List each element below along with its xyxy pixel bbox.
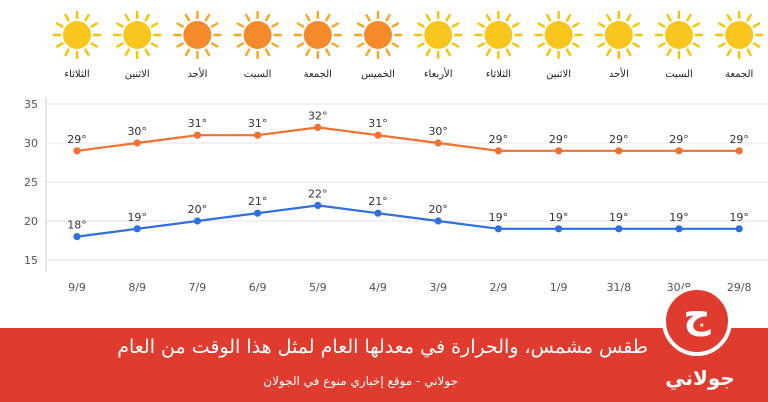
x-tick-label: 5/9: [309, 281, 327, 294]
hot-sun-icon: [293, 10, 342, 60]
sun-icon: [414, 10, 463, 60]
data-label: 29°: [549, 133, 569, 146]
day-label: السبت: [244, 69, 272, 80]
data-point: [133, 139, 141, 147]
data-point: [434, 217, 442, 225]
data-point: [73, 147, 81, 155]
data-label: 30°: [428, 125, 448, 138]
data-label: 29°: [669, 133, 689, 146]
data-point: [555, 225, 563, 233]
data-point: [735, 147, 743, 155]
data-label: 19°: [729, 211, 749, 224]
day-label: الثلاثاء: [486, 69, 511, 80]
data-label: 29°: [729, 133, 749, 146]
site-tagline: جولاني - موقع إخباري منوع في الجولان: [263, 374, 458, 388]
logo-glyph: ج: [683, 292, 711, 336]
x-tick-label: 7/9: [189, 281, 207, 294]
data-point: [615, 225, 623, 233]
x-tick-label: 4/9: [369, 281, 387, 294]
y-tick-label: 30: [24, 137, 38, 150]
y-tick-label: 20: [24, 215, 38, 228]
y-tick-label: 15: [24, 254, 38, 267]
data-label: 19°: [549, 211, 569, 224]
temperature-chart: 35 30 25 20 15 الثلاثاء 9/9 الاثنين 8/9 الأحد 7/9 ا…: [24, 10, 768, 294]
hot-sun-icon: [233, 10, 282, 60]
y-tick-label: 25: [24, 176, 38, 189]
data-label: 21°: [248, 195, 268, 208]
data-label: 19°: [609, 211, 629, 224]
data-point: [254, 209, 262, 217]
headline-banner: [0, 328, 768, 402]
data-point: [374, 131, 382, 139]
data-point: [374, 209, 382, 217]
data-label: 31°: [368, 117, 388, 130]
x-tick-label: 1/9: [550, 281, 568, 294]
data-point: [193, 131, 201, 139]
sun-icon: [112, 10, 162, 60]
data-point: [254, 131, 262, 139]
day-label: الأحد: [609, 67, 629, 80]
data-point: [73, 233, 81, 241]
sun-icon: [474, 10, 523, 60]
sun-icon: [715, 10, 764, 60]
y-tick-label: 35: [24, 98, 38, 111]
data-label: 19°: [669, 211, 689, 224]
data-label: 18°: [67, 219, 87, 232]
data-label: 29°: [489, 133, 509, 146]
data-point: [555, 147, 563, 155]
data-label: 20°: [428, 203, 448, 216]
data-point: [675, 147, 683, 155]
logo-text: جولاني: [665, 366, 735, 390]
day-label: الجمعة: [304, 69, 332, 80]
sun-icon: [52, 10, 102, 60]
data-point: [133, 225, 141, 233]
x-tick-label: 31/8: [606, 281, 631, 294]
x-tick-label: 2/9: [490, 281, 508, 294]
day-label: الجمعة: [725, 69, 753, 80]
high-temperature-line: [76, 126, 740, 152]
x-tick-label: 29/8: [727, 281, 752, 294]
data-label: 29°: [67, 133, 87, 146]
data-point: [615, 147, 623, 155]
data-label: 29°: [609, 133, 629, 146]
hot-sun-icon: [353, 10, 403, 60]
x-tick-label: 6/9: [249, 281, 267, 294]
day-label: الثلاثاء: [64, 69, 89, 80]
data-label: 21°: [368, 195, 388, 208]
logo-icon: [662, 286, 732, 356]
x-tick-label: 9/9: [68, 281, 86, 294]
data-label: 31°: [248, 117, 268, 130]
day-label: الأربعاء: [424, 67, 453, 80]
data-label: 31°: [188, 117, 208, 130]
data-point: [494, 225, 502, 233]
data-label: 19°: [127, 211, 147, 224]
x-tick-label: 3/9: [429, 281, 447, 294]
data-label: 32°: [308, 109, 328, 122]
day-label: السبت: [665, 69, 693, 80]
data-label: 22°: [308, 187, 328, 200]
hot-sun-icon: [173, 10, 222, 60]
data-label: 30°: [127, 125, 147, 138]
day-label: الأحد: [187, 67, 207, 80]
sun-icon: [534, 10, 583, 60]
x-tick-label: 8/9: [128, 281, 146, 294]
data-point: [314, 201, 322, 209]
data-label: 19°: [489, 211, 509, 224]
data-point: [193, 217, 201, 225]
data-point: [494, 147, 502, 155]
sun-icon: [654, 10, 704, 60]
day-label: الخميس: [361, 69, 395, 80]
day-label: الاثنين: [125, 69, 150, 80]
low-temperature-line: [76, 204, 740, 238]
data-point: [434, 139, 442, 147]
headline-text: طقس مشمس، والحرارة في معدلها العام لمثل …: [117, 336, 648, 358]
data-point: [735, 225, 743, 233]
data-label: 20°: [188, 203, 208, 216]
sun-icon: [594, 10, 643, 60]
day-label: الاثنين: [546, 69, 571, 80]
data-point: [675, 225, 683, 233]
data-point: [314, 123, 322, 131]
